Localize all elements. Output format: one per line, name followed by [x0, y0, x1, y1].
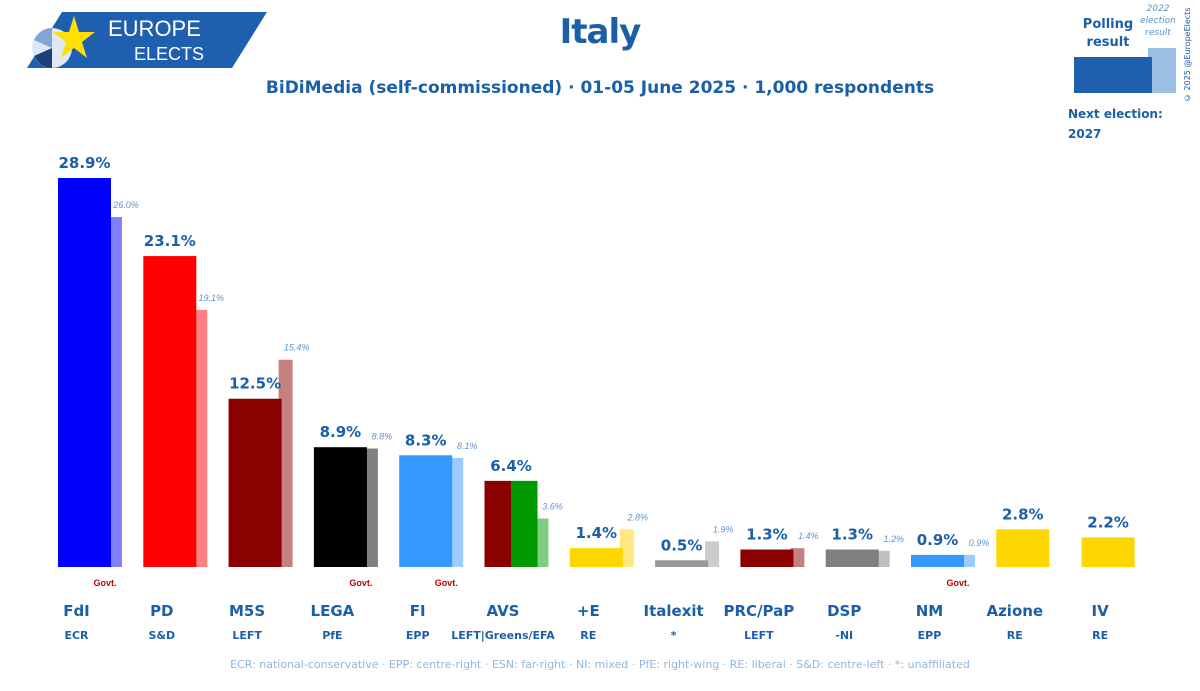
result-bar-3 [363, 448, 378, 567]
group-label-10: EPP [918, 629, 942, 642]
group-label-7: * [671, 629, 677, 642]
category-label-5: AVS [486, 602, 519, 620]
result-label-2: 15.4% [284, 343, 310, 353]
result-bar-0 [108, 217, 122, 567]
poll-label-10: 0.9% [917, 531, 959, 549]
poll-label-2: 12.5% [229, 375, 281, 393]
result-bar-4 [449, 457, 464, 567]
poll-bar-6 [569, 548, 623, 567]
poll-bar-4 [399, 455, 453, 567]
poll-label-7: 0.5% [661, 536, 703, 554]
poll-label-11: 2.8% [1002, 505, 1044, 523]
logo-line2: ELECTS [134, 44, 204, 64]
poll-label-1: 23.1% [144, 232, 196, 250]
govt-label-10: Govt. [946, 578, 969, 588]
result-label-7: 1.9% [713, 524, 734, 534]
poll-bar-1 [143, 256, 197, 567]
group-label-2: LEFT [232, 629, 262, 642]
group-label-3: PfE [322, 629, 342, 642]
result-bar-1 [193, 309, 208, 567]
poll-bar-7 [655, 560, 709, 567]
group-label-8: LEFT [744, 629, 774, 642]
group-label-6: RE [580, 629, 596, 642]
legend-poll-swatch [1074, 57, 1152, 93]
category-label-2: M5S [229, 602, 265, 620]
poll-bar-9 [825, 549, 879, 567]
result-label-0: 26.0% [112, 200, 139, 210]
poll-bar-2 [228, 398, 282, 567]
group-label-1: S&D [148, 629, 175, 642]
poll-bar-5-b [511, 480, 538, 567]
result-bar-5 [534, 518, 549, 567]
result-bar-9 [875, 550, 890, 567]
result-bar-6 [619, 529, 634, 567]
result-bar-10 [961, 554, 975, 567]
legend-result-swatch [1148, 48, 1176, 93]
category-label-1: PD [150, 602, 173, 620]
category-label-9: DSP [827, 602, 861, 620]
next-election-label: Next election: [1068, 107, 1163, 121]
logo-line1: EUROPE [108, 16, 201, 41]
europe-elects-logo: EUROPE ELECTS [27, 12, 267, 68]
poll-bar-8 [740, 549, 794, 567]
poll-label-4: 8.3% [405, 431, 447, 449]
result-label-3: 8.8% [372, 432, 393, 442]
result-label-9: 1.2% [883, 534, 904, 544]
result-bar-7 [705, 541, 720, 567]
legend-result-label: 2022 election result [1140, 4, 1176, 38]
govt-label-3: Govt. [349, 578, 372, 588]
result-label-5: 3.6% [542, 502, 563, 512]
chart-title: Italy [559, 12, 642, 52]
poll-label-8: 1.3% [746, 526, 788, 544]
poll-bar-12 [1081, 537, 1135, 567]
legend: Polling result 2022 election result Next… [1068, 0, 1200, 150]
poll-bar-3 [313, 447, 367, 567]
result-label-10: 0.9% [969, 538, 990, 548]
result-label-1: 19.1% [199, 293, 225, 303]
result-label-4: 8.1% [457, 441, 478, 451]
result-bar-2 [278, 359, 293, 567]
category-label-10: NM [916, 602, 943, 620]
next-election: Next election: 2027 [1068, 104, 1163, 144]
poll-label-3: 8.9% [320, 423, 362, 441]
group-label-5: LEFT|Greens/EFA [451, 629, 555, 642]
poll-bar-11 [996, 529, 1050, 567]
group-label-9: -NI [835, 629, 853, 642]
category-label-8: PRC/PaP [724, 602, 795, 620]
category-label-7: Italexit [644, 602, 704, 620]
poll-label-12: 2.2% [1087, 513, 1129, 531]
poll-bar-5-a [484, 480, 511, 567]
category-label-6: +E [577, 602, 600, 620]
result-label-6: 2.8% [627, 512, 649, 522]
next-election-year: 2027 [1068, 127, 1102, 141]
category-label-12: IV [1091, 602, 1109, 620]
chart-subtitle: BiDiMedia (self-commissioned) · 01-05 Ju… [265, 78, 935, 98]
group-label-0: ECR [64, 629, 89, 642]
category-label-0: FdI [63, 602, 90, 620]
category-label-3: LEGA [311, 602, 355, 620]
poll-label-9: 1.3% [831, 526, 873, 544]
legend-poll-label: Polling result [1082, 17, 1134, 50]
category-label-4: FI [410, 602, 426, 620]
result-label-8: 1.4% [798, 531, 819, 541]
category-label-11: Azione [986, 602, 1043, 620]
poll-label-6: 1.4% [575, 524, 617, 542]
govt-label-0: Govt. [93, 578, 116, 588]
result-bar-8 [790, 548, 805, 567]
group-label-12: RE [1092, 629, 1108, 642]
poll-label-0: 28.9% [58, 154, 110, 172]
poll-bar-0 [58, 178, 111, 567]
govt-label-4: Govt. [435, 578, 458, 588]
footnote: ECR: national-conservative · EPP: centre… [230, 658, 970, 671]
poll-bar-10 [911, 554, 964, 567]
group-label-4: EPP [406, 629, 430, 642]
group-label-11: RE [1007, 629, 1023, 642]
poll-label-5: 6.4% [490, 457, 532, 475]
